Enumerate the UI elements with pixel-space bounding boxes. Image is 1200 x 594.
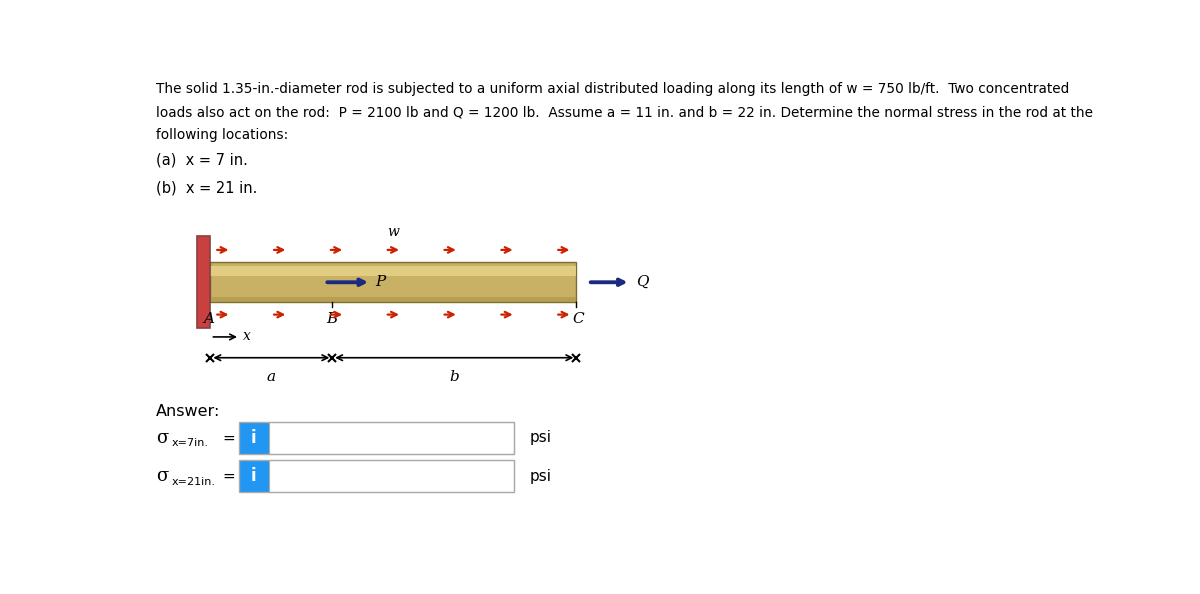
Bar	[239, 460, 515, 492]
Text: following locations:: following locations:	[156, 128, 288, 142]
Bar	[239, 422, 515, 454]
Text: x=7in.: x=7in.	[172, 438, 209, 448]
Text: (b)  x = 21 in.: (b) x = 21 in.	[156, 181, 258, 195]
Text: w: w	[388, 225, 400, 239]
Text: b: b	[449, 370, 460, 384]
Text: P: P	[376, 275, 386, 289]
Text: Q: Q	[636, 275, 648, 289]
Text: x: x	[242, 329, 251, 343]
Text: =: =	[222, 469, 235, 484]
Text: i: i	[251, 429, 257, 447]
Text: (a)  x = 7 in.: (a) x = 7 in.	[156, 153, 248, 168]
Text: loads also act on the rod:  P = 2100 lb and Q = 1200 lb.  Assume a = 11 in. and : loads also act on the rod: P = 2100 lb a…	[156, 105, 1093, 119]
Text: psi: psi	[529, 430, 552, 446]
Text: σ: σ	[156, 467, 168, 485]
Text: psi: psi	[529, 469, 552, 484]
Text: i: i	[251, 467, 257, 485]
Text: B: B	[326, 312, 338, 326]
Text: σ: σ	[156, 429, 168, 447]
Bar	[269, 422, 515, 454]
Text: A: A	[204, 312, 215, 326]
Bar	[239, 422, 269, 454]
Bar	[197, 236, 210, 328]
Text: =: =	[222, 430, 235, 446]
Bar	[210, 297, 576, 302]
Text: a: a	[266, 370, 276, 384]
Text: Answer:: Answer:	[156, 404, 221, 419]
Text: The solid 1.35-in.-diameter rod is subjected to a uniform axial distributed load: The solid 1.35-in.-diameter rod is subje…	[156, 82, 1069, 96]
Bar	[210, 266, 576, 276]
Bar	[239, 460, 269, 492]
Text: C: C	[572, 312, 583, 326]
Text: x=21in.: x=21in.	[172, 477, 216, 486]
Bar	[210, 262, 576, 302]
Bar	[269, 460, 515, 492]
